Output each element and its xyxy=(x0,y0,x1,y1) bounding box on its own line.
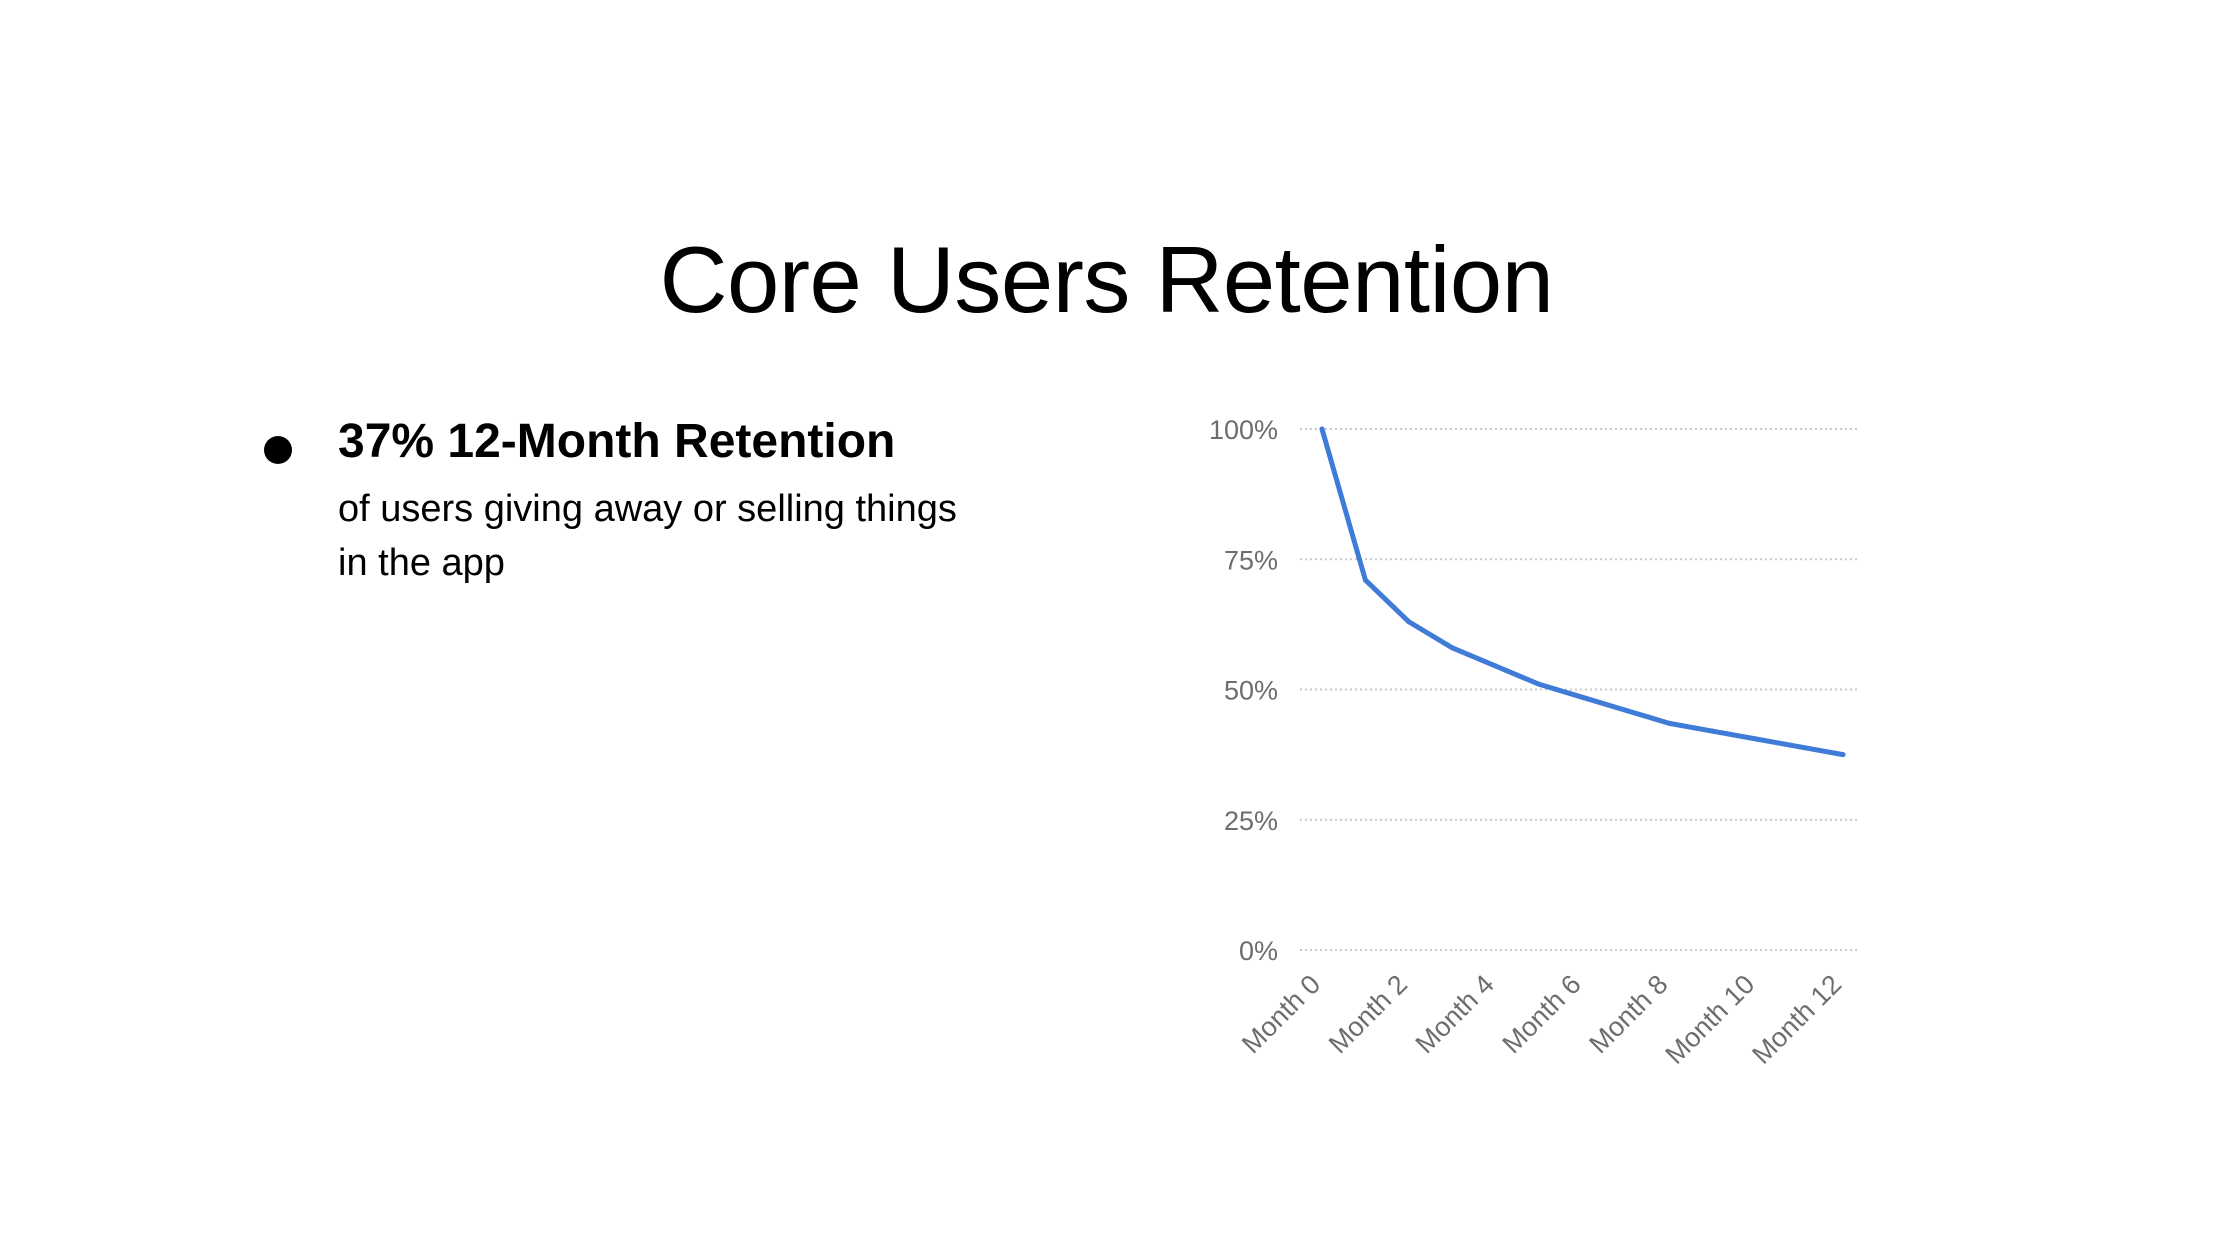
data-point xyxy=(1623,707,1629,713)
data-point xyxy=(1753,736,1759,742)
x-tick-label: Month 6 xyxy=(1497,969,1587,1059)
y-tick-label: 25% xyxy=(1224,806,1278,836)
x-tick-label: Month 10 xyxy=(1660,969,1761,1070)
series-line-0 xyxy=(1319,426,1846,758)
data-point xyxy=(1319,426,1325,432)
data-point xyxy=(1666,720,1672,726)
data-point xyxy=(1449,645,1455,651)
x-tick-label: Month 12 xyxy=(1746,969,1847,1070)
data-point xyxy=(1536,681,1542,687)
x-tick-label: Month 2 xyxy=(1323,969,1413,1059)
data-point xyxy=(1840,752,1846,758)
data-point xyxy=(1797,744,1803,750)
x-tick-label: Month 8 xyxy=(1583,969,1673,1059)
bullet-dot-icon xyxy=(264,436,292,464)
series-layer xyxy=(1319,426,1846,758)
y-tick-label: 0% xyxy=(1239,936,1278,966)
y-axis-ticks: 0% 25% 50% 75% 100% xyxy=(1209,415,1278,966)
slide-title: Core Users Retention xyxy=(659,227,1554,332)
data-point xyxy=(1710,728,1716,734)
bullet-description: of users giving away or selling things i… xyxy=(338,488,957,584)
y-tick-label: 50% xyxy=(1224,676,1278,706)
x-tick-label: Month 4 xyxy=(1410,969,1500,1059)
y-tick-label: 100% xyxy=(1209,415,1278,445)
data-point xyxy=(1493,663,1499,669)
grid-layer xyxy=(1300,428,1860,951)
x-tick-label: Month 0 xyxy=(1236,969,1326,1059)
data-point xyxy=(1362,577,1368,583)
data-point xyxy=(1406,619,1412,625)
bullet-headline: 37% 12-Month Retention xyxy=(338,415,896,468)
y-tick-label: 75% xyxy=(1224,545,1278,575)
data-point xyxy=(1580,694,1585,700)
retention-chart: 0% 25% 50% 75% 100% Month 0 Month 2 Month 4 Mon… xyxy=(1140,380,1900,1100)
